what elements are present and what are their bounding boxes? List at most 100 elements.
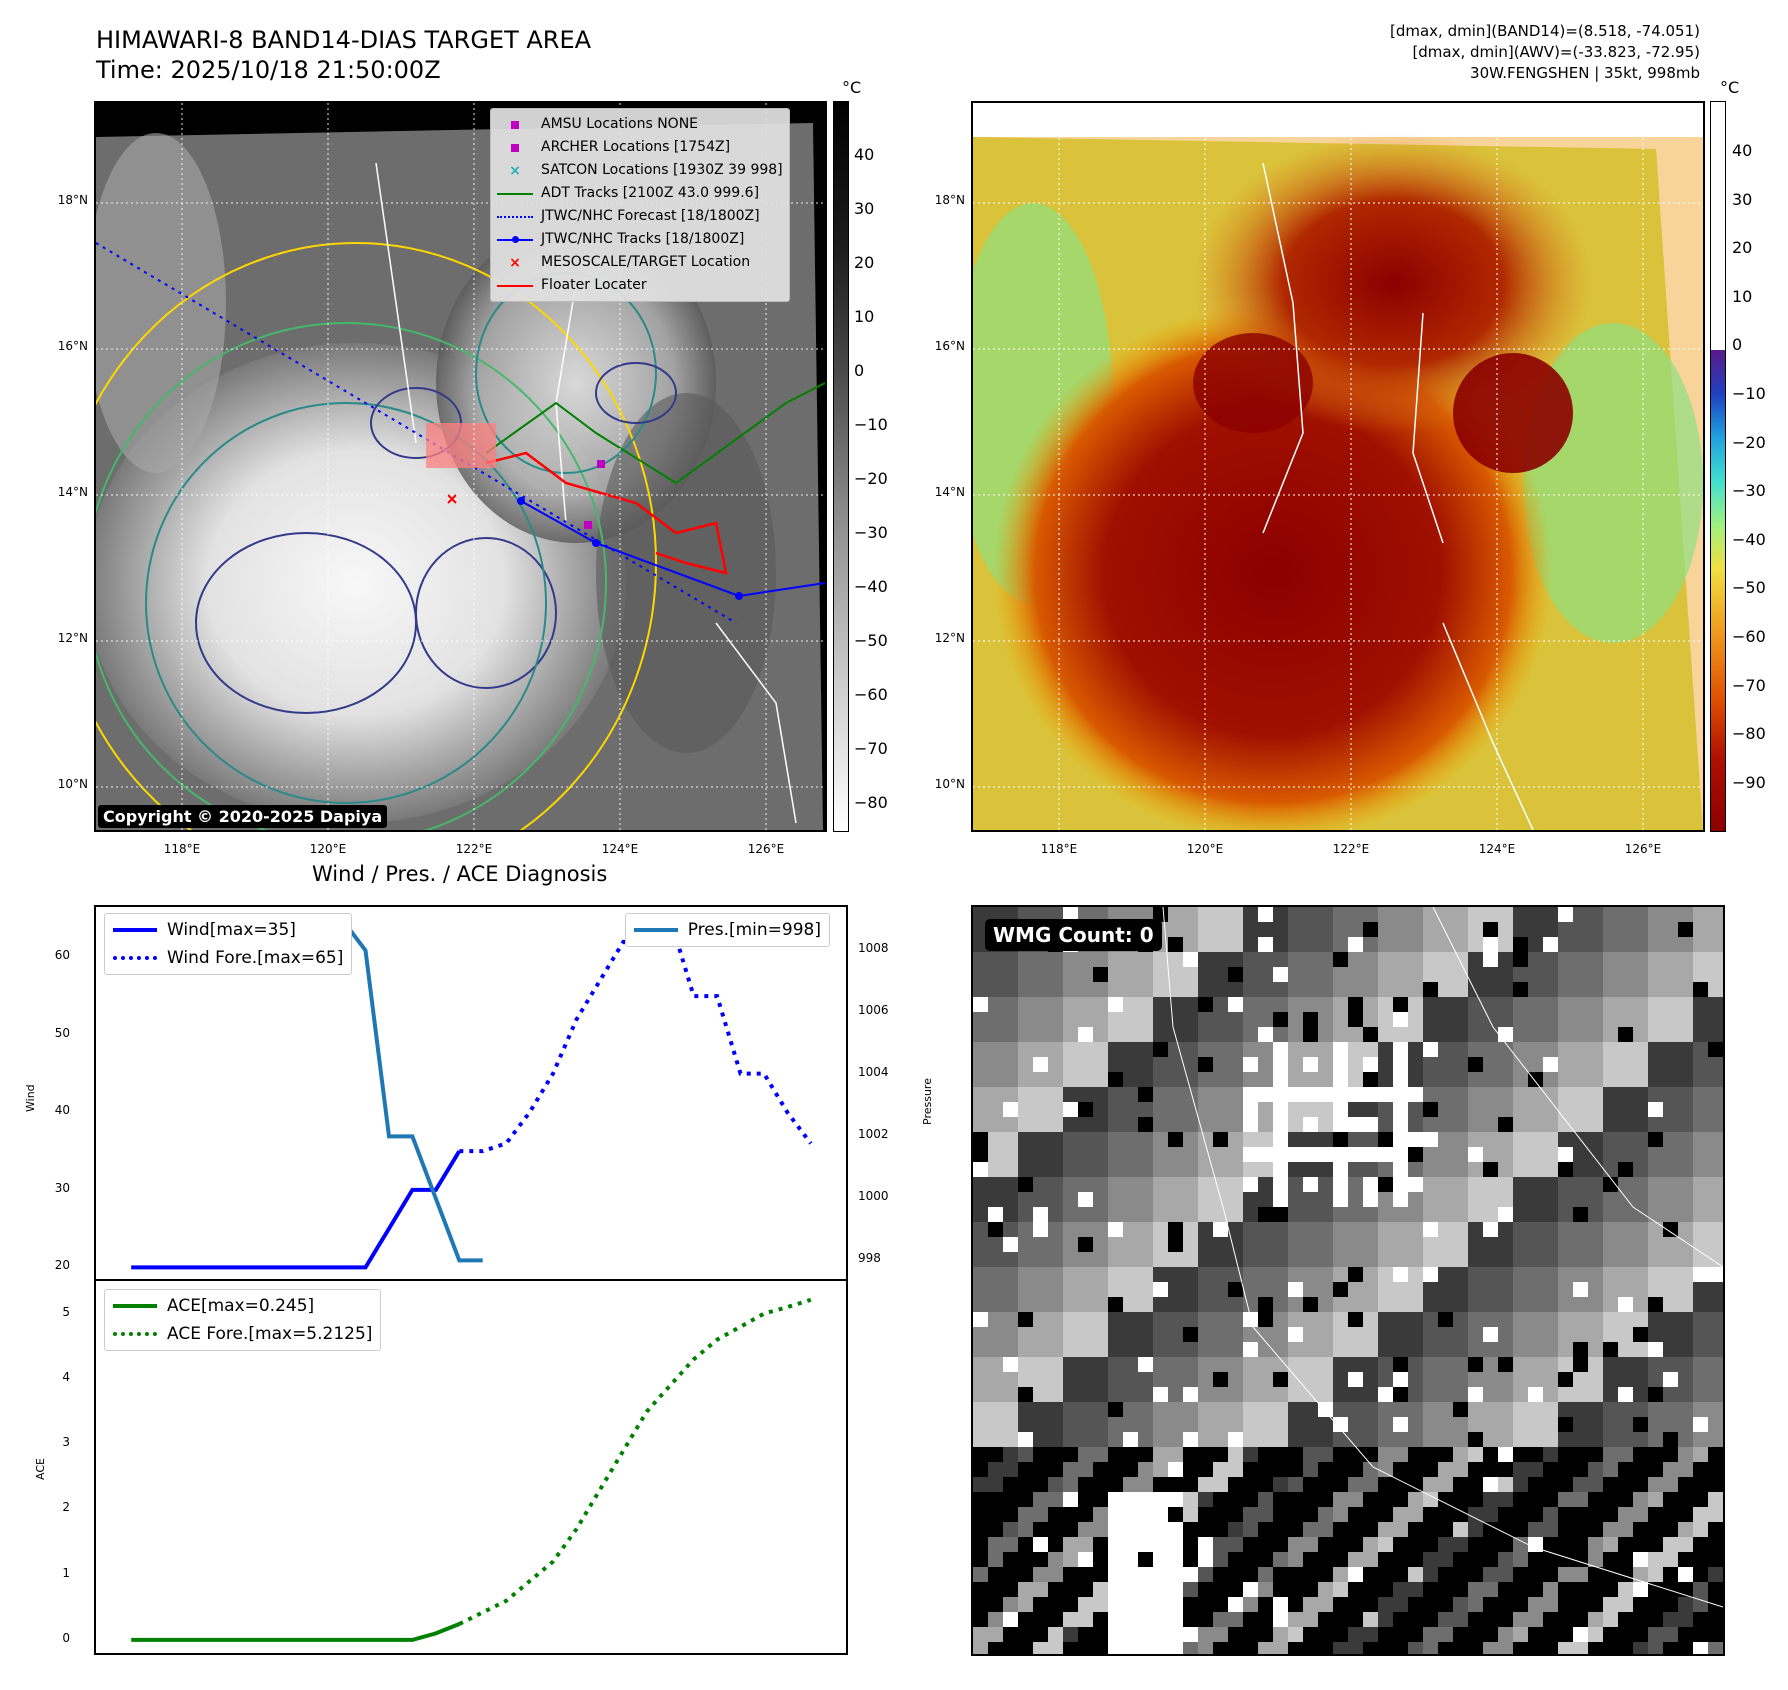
wmg-pixel: [1543, 1552, 1558, 1567]
wmg-pixel: [1573, 1042, 1588, 1057]
wmg-pixel: [1183, 997, 1198, 1012]
wmg-pixel: [1348, 1387, 1363, 1402]
wmg-pixel: [1303, 1612, 1318, 1627]
wmg-pixel: [1033, 1357, 1048, 1372]
wmg-pixel: [1303, 997, 1318, 1012]
wmg-pixel: [1303, 1417, 1318, 1432]
wmg-pixel: [1288, 982, 1303, 997]
wmg-pixel: [1183, 1522, 1198, 1537]
wmg-pixel: [1543, 1222, 1558, 1237]
wmg-pixel: [1543, 1342, 1558, 1357]
wmg-pixel: [1003, 1147, 1018, 1162]
wmg-pixel: [1633, 1027, 1648, 1042]
wmg-pixel: [973, 1177, 988, 1192]
wmg-pixel: [1393, 1567, 1408, 1582]
wmg-pixel: [1558, 1492, 1573, 1507]
wmg-pixel: [1258, 1117, 1273, 1132]
wmg-pixel: [988, 1597, 1003, 1612]
wmg-pixel: [1363, 952, 1378, 967]
wmg-pixel: [1348, 1252, 1363, 1267]
wmg-pixel: [1063, 1537, 1078, 1552]
wmg-pixel: [1153, 1102, 1168, 1117]
wmg-pixel: [1678, 1207, 1693, 1222]
wmg-pixel: [1423, 1342, 1438, 1357]
y-tick: 12°N: [57, 631, 88, 645]
wmg-pixel: [1693, 1282, 1708, 1297]
wmg-pixel: [1483, 1297, 1498, 1312]
wmg-pixel: [1318, 1177, 1333, 1192]
wmg-pixel: [1018, 1417, 1033, 1432]
wmg-pixel: [1408, 1192, 1423, 1207]
wmg-pixel: [1618, 1612, 1633, 1627]
wmg-pixel: [1168, 1057, 1183, 1072]
wmg-pixel: [1528, 1162, 1543, 1177]
awv-range: [dmax, dmin](AWV)=(-33.823, -72.95): [1412, 43, 1700, 61]
wmg-pixel: [1453, 1162, 1468, 1177]
wmg-pixel: [1213, 1267, 1228, 1282]
wmg-pixel: [1273, 1222, 1288, 1237]
wmg-pixel: [1513, 1462, 1528, 1477]
wmg-pixel: [1528, 1447, 1543, 1462]
wmg-pixel: [1348, 1552, 1363, 1567]
wmg-pixel: [1513, 1552, 1528, 1567]
wmg-pixel: [973, 1012, 988, 1027]
wmg-pixel: [1183, 1492, 1198, 1507]
wmg-pixel: [1363, 1282, 1378, 1297]
wmg-pixel: [1558, 1372, 1573, 1387]
wmg-pixel: [1603, 952, 1618, 967]
wmg-pixel: [1708, 1447, 1723, 1462]
wmg-pixel: [1228, 1222, 1243, 1237]
solid-line-icon: [113, 1299, 157, 1313]
wmg-pixel: [1273, 1327, 1288, 1342]
wmg-pixel: [1168, 1282, 1183, 1297]
wmg-pixel: [1003, 1342, 1018, 1357]
wmg-pixel: [1168, 1222, 1183, 1237]
wmg-panel: WMG Count: 0: [971, 905, 1725, 1656]
wmg-pixel: [1528, 1177, 1543, 1192]
wmg-pixel: [1183, 1372, 1198, 1387]
wmg-pixel: [988, 1087, 1003, 1102]
wmg-pixel: [1498, 1372, 1513, 1387]
wmg-pixel: [1603, 907, 1618, 922]
wmg-pixel: [1363, 997, 1378, 1012]
ace-axis-label: ACE: [34, 1458, 47, 1480]
wmg-pixel: [1693, 997, 1708, 1012]
wmg-pixel: [1543, 1507, 1558, 1522]
wmg-pixel: [1708, 1477, 1723, 1492]
wmg-pixel: [1378, 1582, 1393, 1597]
wmg-pixel: [1603, 1282, 1618, 1297]
wmg-pixel: [1018, 1372, 1033, 1387]
wmg-pixel: [1513, 1612, 1528, 1627]
wmg-pixel: [1423, 1297, 1438, 1312]
wmg-pixel: [1678, 1027, 1693, 1042]
wmg-pixel: [1663, 1177, 1678, 1192]
wmg-pixel: [1003, 982, 1018, 997]
series-line: [131, 1622, 461, 1642]
wmg-pixel: [1468, 952, 1483, 967]
wmg-pixel: [1063, 1417, 1078, 1432]
wmg-pixel: [1408, 1447, 1423, 1462]
wmg-pixel: [1438, 1492, 1453, 1507]
wmg-pixel: [1423, 1057, 1438, 1072]
wmg-pixel: [1213, 1567, 1228, 1582]
wmg-pixel: [1348, 1507, 1363, 1522]
wmg-pixel: [1438, 1042, 1453, 1057]
wmg-pixel: [1543, 1252, 1558, 1267]
wmg-pixel: [1348, 1057, 1363, 1072]
wmg-pixel: [1318, 997, 1333, 1012]
wmg-pixel: [1048, 1267, 1063, 1282]
wmg-pixel: [1363, 922, 1378, 937]
wmg-pixel: [1063, 907, 1078, 922]
wmg-pixel: [1468, 1462, 1483, 1477]
wmg-pixel: [1678, 1057, 1693, 1072]
wmg-pixel: [1438, 1552, 1453, 1567]
wmg-pixel: [1093, 1402, 1108, 1417]
wmg-pixel: [1183, 967, 1198, 982]
wmg-pixel: [1183, 1237, 1198, 1252]
wmg-pixel: [1378, 1162, 1393, 1177]
dotted-line-icon: [497, 209, 533, 225]
wmg-pixel: [1273, 1537, 1288, 1552]
wmg-pixel: [1228, 1297, 1243, 1312]
wmg-pixel: [1543, 1297, 1558, 1312]
wmg-pixel: [1273, 1312, 1288, 1327]
